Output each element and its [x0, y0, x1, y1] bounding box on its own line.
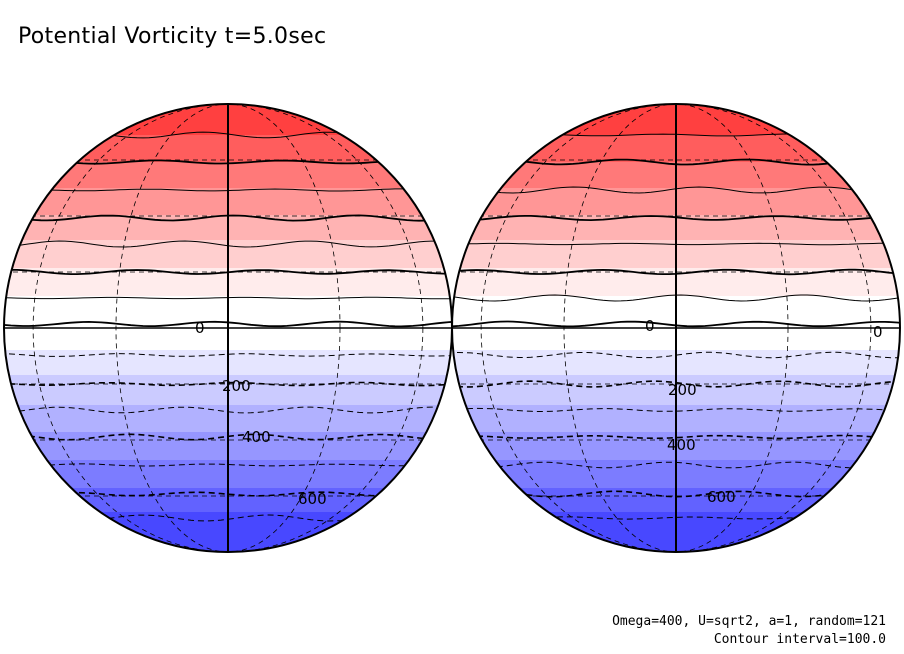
contour-label: 400 — [667, 436, 696, 454]
parameter-info: Omega=400, U=sqrt2, a=1, random=121 — [612, 614, 886, 629]
contour-line — [4, 188, 452, 192]
contour-label: 200 — [222, 377, 251, 395]
contour-line — [4, 214, 452, 222]
contour-line — [452, 434, 900, 440]
contour-line — [452, 268, 900, 276]
contour-line — [452, 407, 900, 412]
contour-line — [452, 215, 900, 222]
contour-line — [4, 433, 452, 441]
contour-line — [4, 381, 452, 387]
globe-right-outline — [451, 103, 901, 553]
contour-label: 600 — [707, 488, 736, 506]
contour-labels: 0 200 400 600 — [195, 319, 327, 508]
contour-line — [4, 268, 452, 275]
contour-interval-info: Contour interval=100.0 — [713, 632, 886, 647]
contour-line — [4, 353, 452, 357]
contour-line — [4, 296, 452, 300]
contour-label: 0 — [195, 319, 205, 337]
contour-line — [452, 351, 900, 359]
contour-labels: 0 0 200 400 600 — [645, 317, 883, 506]
contour-line — [452, 294, 900, 302]
contour-label: 0 — [873, 323, 883, 341]
contour-line — [452, 242, 900, 246]
contour-line — [4, 463, 452, 467]
contour-label: 600 — [298, 490, 327, 508]
contour-label: 400 — [242, 428, 271, 446]
contour-line — [452, 320, 900, 328]
contour-line — [452, 186, 900, 194]
contour-line — [4, 240, 452, 248]
contour-line — [4, 320, 452, 328]
contour-line — [4, 406, 452, 414]
plot-title: Potential Vorticity t=5.0sec — [18, 24, 327, 49]
contour-line — [452, 380, 900, 388]
contour-label: 0 — [645, 317, 655, 335]
contour-label: 200 — [668, 381, 697, 399]
contour-line — [452, 461, 900, 469]
